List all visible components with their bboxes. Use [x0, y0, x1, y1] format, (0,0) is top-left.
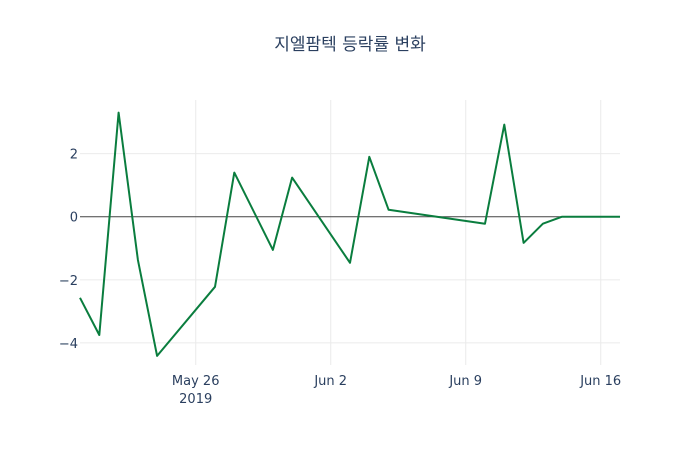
chart-title: 지엘팜텍 등락률 변화: [274, 35, 426, 55]
x-tick-label: Jun 2: [313, 374, 347, 389]
x-tick-year-label: 2019: [179, 392, 212, 407]
y-tick-label: −2: [59, 274, 78, 289]
x-tick-label: May 26: [172, 374, 220, 389]
series-line: [80, 113, 620, 356]
x-tick-label: Jun 9: [448, 374, 482, 389]
y-tick-label: −4: [59, 337, 78, 352]
x-tick-label: Jun 16: [579, 374, 621, 389]
y-tick-label: 2: [70, 148, 78, 163]
y-tick-label: 0: [70, 211, 78, 226]
